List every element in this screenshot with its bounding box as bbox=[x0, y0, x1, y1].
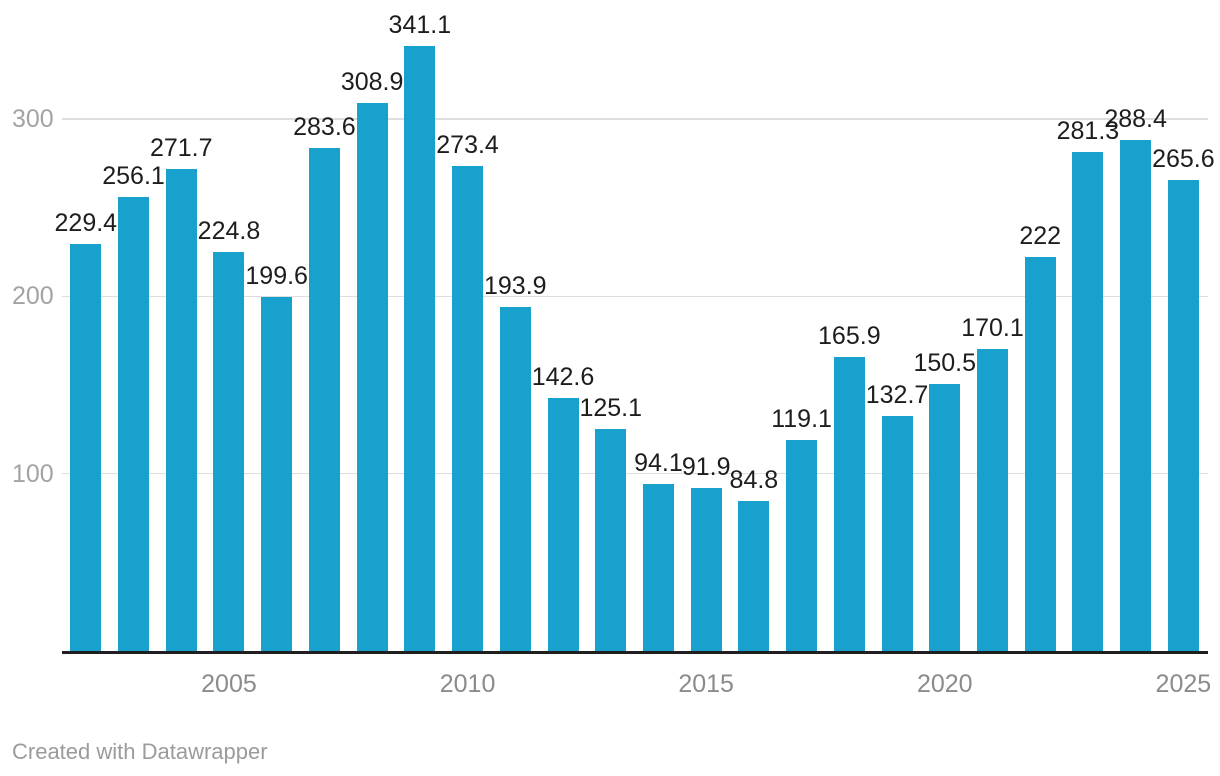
bar-2010 bbox=[452, 166, 484, 651]
bar-2023 bbox=[1072, 152, 1104, 651]
bar-2003 bbox=[118, 196, 150, 651]
value-label-2002: 229.4 bbox=[54, 209, 118, 238]
value-label-2012: 142.6 bbox=[531, 363, 595, 392]
bar-2006 bbox=[261, 297, 293, 651]
bar-2025 bbox=[1167, 180, 1199, 651]
bar-2024 bbox=[1120, 139, 1152, 651]
value-label-2021: 170.1 bbox=[961, 314, 1024, 343]
value-label-2010: 273.4 bbox=[436, 131, 499, 160]
value-label-2022: 222 bbox=[1019, 222, 1062, 251]
x-axis-tick-label-2005: 2005 bbox=[201, 670, 257, 698]
x-axis-line bbox=[62, 651, 1208, 654]
bar-2004 bbox=[165, 169, 197, 651]
value-label-2011: 193.9 bbox=[483, 272, 547, 301]
bar-2008 bbox=[356, 103, 388, 651]
bar-2014 bbox=[642, 484, 674, 651]
bar-2012 bbox=[547, 398, 579, 651]
gridline-100 bbox=[62, 472, 1208, 475]
bar-2011 bbox=[499, 307, 531, 651]
value-label-2025: 265.6 bbox=[1152, 145, 1215, 174]
x-axis-tick-label-2025: 2025 bbox=[1155, 670, 1212, 698]
datawrapper-credit-link[interactable]: Created with Datawrapper bbox=[12, 739, 268, 764]
value-label-2018: 165.9 bbox=[818, 321, 881, 350]
value-label-2009: 341.1 bbox=[388, 11, 452, 40]
y-axis-tick-label-100: 100 bbox=[12, 459, 54, 488]
y-axis-tick-label-300: 300 bbox=[12, 105, 54, 134]
x-axis-tick-label-2020: 2020 bbox=[916, 670, 973, 698]
value-label-2006: 199.6 bbox=[245, 262, 308, 291]
value-label-2004: 271.7 bbox=[149, 134, 213, 163]
bar-2016 bbox=[738, 500, 770, 651]
bar-2018 bbox=[833, 356, 865, 651]
value-label-2007: 283.6 bbox=[293, 113, 356, 142]
bar-2013 bbox=[595, 429, 627, 651]
bar-2017 bbox=[786, 439, 818, 651]
value-label-2023: 281.3 bbox=[1056, 117, 1120, 146]
value-label-2005: 224.8 bbox=[197, 217, 261, 246]
x-axis-tick-label-2010: 2010 bbox=[439, 670, 496, 698]
bar-2019 bbox=[881, 415, 913, 651]
bar-2005 bbox=[213, 252, 245, 651]
bar-2007 bbox=[308, 148, 340, 651]
gridline-300 bbox=[62, 118, 1208, 120]
bar-2015 bbox=[690, 488, 722, 651]
value-label-2019: 132.7 bbox=[865, 380, 929, 409]
bar-2022 bbox=[1024, 257, 1056, 651]
value-label-2024: 288.4 bbox=[1104, 104, 1167, 133]
value-label-2020: 150.5 bbox=[913, 349, 977, 378]
x-axis-tick-label-2015: 2015 bbox=[678, 670, 734, 698]
value-label-2008: 308.9 bbox=[340, 68, 404, 97]
bar-2020 bbox=[929, 384, 961, 651]
bar-2002 bbox=[70, 244, 102, 651]
value-label-2015: 91.9 bbox=[681, 453, 731, 482]
value-label-2014: 94.1 bbox=[634, 449, 683, 478]
value-label-2003: 256.1 bbox=[102, 161, 165, 190]
value-label-2016: 84.8 bbox=[729, 465, 779, 494]
value-label-2013: 125.1 bbox=[579, 394, 642, 423]
value-label-2017: 119.1 bbox=[771, 404, 832, 433]
bar-2021 bbox=[976, 349, 1008, 651]
bar-2009 bbox=[404, 46, 436, 651]
y-axis-tick-label-200: 200 bbox=[12, 282, 54, 311]
gridline-200 bbox=[62, 295, 1208, 298]
